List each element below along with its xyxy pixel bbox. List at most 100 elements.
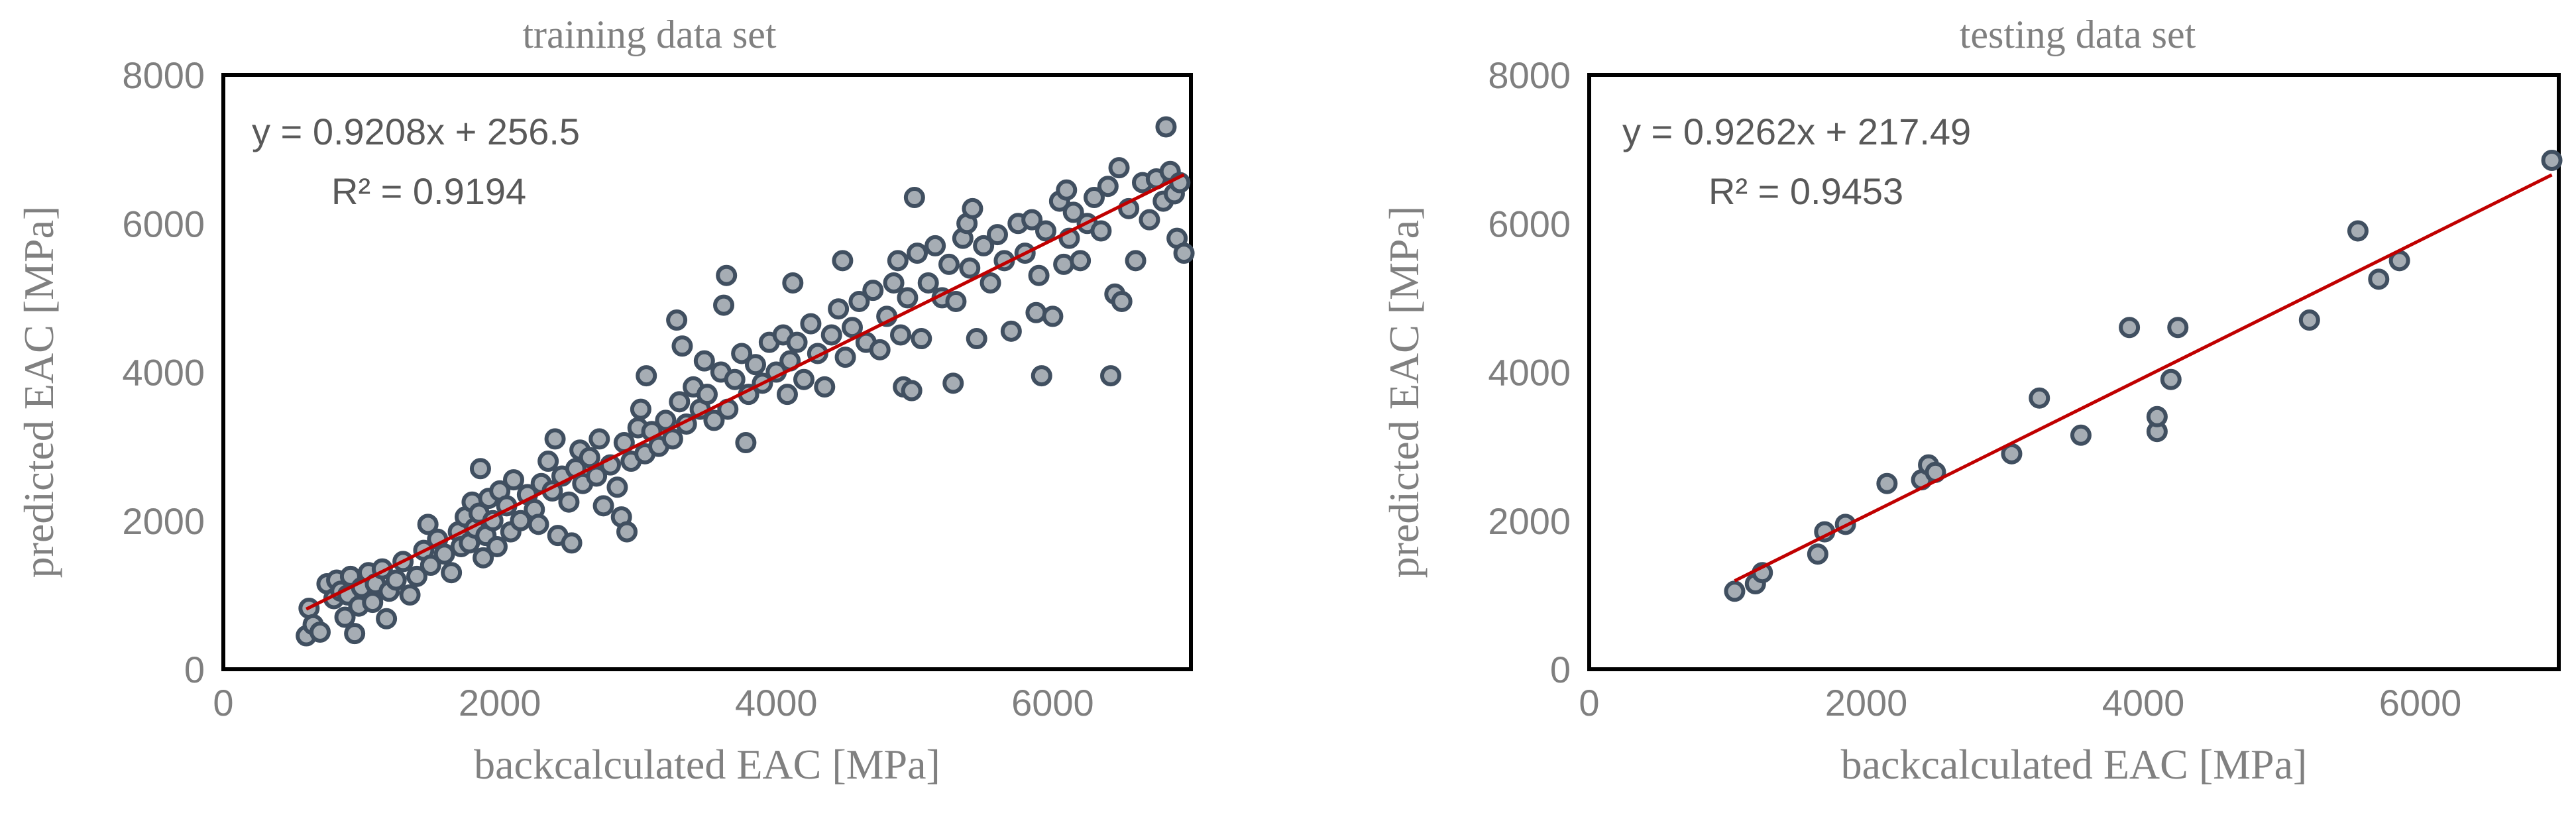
training-data-point (503, 469, 524, 491)
training-data-point (606, 476, 628, 498)
testing-y-tick-label: 4000 (1488, 352, 1571, 394)
training-data-point (1090, 220, 1112, 242)
training-y-tick-label: 2000 (122, 500, 205, 542)
training-x-tick-label: 4000 (735, 682, 818, 724)
training-data-point (716, 264, 738, 286)
training-data-point (745, 354, 766, 376)
training-data-point (959, 257, 981, 279)
training-data-point (344, 623, 366, 645)
testing-y-tick-label: 2000 (1488, 500, 1571, 542)
training-y-axis-label: predicted EAC [MPa] (15, 206, 62, 578)
training-data-point (834, 347, 856, 368)
testing-data-point (2146, 406, 2168, 427)
training-data-point (1070, 250, 1092, 272)
training-data-point (901, 380, 923, 402)
training-data-point (848, 290, 870, 312)
training-data-point (713, 294, 735, 316)
training-data-point (655, 409, 677, 431)
training-data-point (544, 428, 566, 450)
testing-x-axis-label: backcalculated EAC [MPa] (1841, 741, 2308, 788)
testing-x-tick-label: 4000 (2102, 682, 2185, 724)
training-data-point (661, 428, 683, 450)
training-data-point (1111, 290, 1133, 312)
testing-data-point (2160, 368, 2182, 390)
training-data-point (828, 298, 850, 320)
training-data-point (1056, 179, 1078, 201)
training-chart-title: training data set (522, 13, 777, 56)
training-r-squared: R² = 0.9194 (331, 170, 526, 212)
training-data-point (473, 547, 494, 569)
training-data-point (862, 280, 884, 301)
training-data-point (842, 317, 863, 339)
training-data-point (561, 532, 583, 554)
training-data-point (1097, 176, 1119, 197)
training-data-point (782, 272, 804, 294)
training-data-point (814, 376, 836, 398)
training-data-point (911, 328, 932, 350)
training-data-point (697, 384, 718, 406)
training-data-point (1031, 365, 1052, 387)
training-data-point (1062, 201, 1084, 223)
training-data-point (1084, 187, 1105, 209)
training-data-point (945, 290, 967, 312)
testing-data-point (1807, 543, 1828, 565)
training-data-point (399, 584, 421, 606)
training-data-point (636, 365, 657, 387)
testing-x-tick-label: 0 (1579, 682, 1599, 724)
training-data-point (417, 514, 439, 535)
training-data-point (1035, 220, 1056, 242)
testing-data-point (2541, 149, 2563, 171)
training-data-point (528, 514, 549, 535)
training-data-point (897, 287, 919, 309)
testing-data-point (2368, 268, 2390, 290)
training-data-point (793, 368, 814, 390)
testing-data-point (2347, 220, 2369, 242)
training-data-point (980, 272, 1001, 294)
testing-y-tick-label: 8000 (1488, 54, 1571, 96)
training-data-point (592, 495, 614, 517)
training-data-point (1125, 250, 1147, 272)
training-data-point (486, 535, 508, 557)
training-data-point (907, 243, 928, 264)
training-data-point (1021, 209, 1043, 231)
training-data-point (1000, 320, 1022, 342)
training-data-point (1025, 301, 1047, 323)
training-data-point (890, 324, 911, 346)
testing-y-axis-label: predicted EAC [MPa] (1380, 206, 1428, 578)
training-data-point (1053, 253, 1075, 275)
training-x-tick-label: 0 (213, 682, 233, 724)
training-data-point (883, 272, 905, 294)
training-data-point (938, 253, 960, 275)
training-y-tick-label: 4000 (122, 352, 205, 394)
testing-x-tick-label: 6000 (2379, 682, 2462, 724)
training-data-point (362, 592, 384, 614)
training-data-point (537, 451, 559, 472)
training-x-tick-label: 2000 (459, 682, 541, 724)
testing-chart-title: testing data set (1960, 13, 2196, 56)
training-data-point (987, 224, 1008, 246)
training-data-point (776, 384, 798, 406)
training-data-point (586, 465, 608, 487)
training-data-point (1173, 243, 1195, 264)
training-data-point (1042, 305, 1064, 327)
training-data-point (973, 235, 995, 256)
training-data-point (1139, 209, 1160, 231)
training-data-point (558, 491, 580, 513)
training-data-point (616, 521, 638, 543)
training-data-point (1155, 116, 1177, 138)
testing-x-tick-label: 2000 (1825, 682, 1908, 724)
training-data-point (1100, 365, 1122, 387)
training-data-point (406, 565, 427, 587)
training-data-point (385, 569, 407, 591)
testing-r-squared: R² = 0.9453 (1708, 170, 1903, 212)
training-trendline (306, 173, 1185, 611)
training-data-point (1028, 264, 1050, 286)
testing-plot-area (1587, 73, 2561, 671)
testing-data-point (2167, 317, 2189, 339)
testing-data-point (1724, 580, 1746, 602)
training-data-point (1108, 157, 1130, 179)
training-data-point (820, 324, 842, 346)
testing-y-tick-label: 6000 (1488, 203, 1571, 245)
training-data-point (441, 562, 463, 584)
